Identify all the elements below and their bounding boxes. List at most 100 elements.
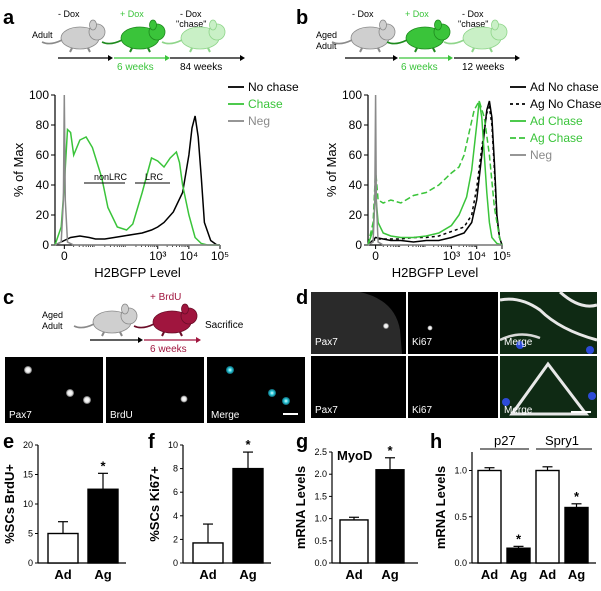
stage3-label: - Dox <box>462 9 484 19</box>
bar-chart-h: 0.0 0.5 1.0 Ad Ag * Ad Ag * mRNA Levels <box>433 452 596 582</box>
x-tick-label: 10⁴ <box>180 249 199 263</box>
y-axis-title: mRNA Levels <box>433 466 448 549</box>
x-category-label: Ad <box>54 567 71 582</box>
series-line-1 <box>54 127 220 246</box>
duration-label-2: 12 weeks <box>462 62 504 73</box>
fiber-membrane <box>558 290 598 308</box>
stage2-label: + Dox <box>405 9 429 19</box>
legend-label: Chase <box>248 97 283 111</box>
bar <box>506 547 531 564</box>
cell-nucleus <box>282 397 290 405</box>
y-tick-label: 10 <box>23 499 33 509</box>
y-tick-label: 0 <box>355 238 362 252</box>
y-axis-title: % of Max <box>11 142 26 197</box>
micrograph-label-merge: Merge <box>211 410 240 421</box>
panel-letter-b: b <box>296 7 308 29</box>
bar <box>564 506 589 564</box>
x-axis-title: H2BGFP Level <box>392 265 479 280</box>
x-tick-label: 10⁵ <box>493 249 511 263</box>
series-line-2 <box>367 100 503 246</box>
cell-nucleus <box>66 389 74 397</box>
y-tick-label: 0 <box>28 558 33 568</box>
y-tick-label: 1.0 <box>454 466 467 476</box>
series-line-3 <box>367 99 503 246</box>
legend-label: Ag Chase <box>530 131 583 145</box>
y-tick-label: 0.0 <box>314 558 327 568</box>
bar-chart-g: 0.0 0.5 1.0 1.5 2.0 2.5 Ad Ag * mRNA Levels <box>293 443 418 582</box>
y-tick-label: 0.0 <box>454 558 467 568</box>
x-axis-title: H2BGFP Level <box>94 265 181 280</box>
cell-nucleus <box>502 398 510 406</box>
timeline-arrowhead-1 <box>393 55 398 61</box>
group-label-aged: Aged <box>316 30 337 40</box>
y-tick-label: 10 <box>168 440 178 450</box>
x-tick-label: 10³ <box>149 249 166 263</box>
y-axis-title: %SCs Ki67+ <box>147 466 162 542</box>
bar <box>232 467 264 564</box>
panel-c: c Aged Adult + BrdU Sacrifice 6 weeks Pa… <box>3 287 305 423</box>
y-tick-label: 0.5 <box>314 536 327 546</box>
timeline-arrowhead-2 <box>448 55 453 61</box>
timeline-arrowhead-2 <box>196 337 201 343</box>
y-tick-label: 0.5 <box>454 512 467 522</box>
gate-label-nonlrc: nonLRC <box>94 172 128 182</box>
cell-nucleus <box>24 366 32 374</box>
micrograph-label-ki67: Ki67 <box>412 405 432 416</box>
x-category-label: Ag <box>510 567 527 582</box>
micrograph-label-brdu: BrdU <box>110 410 133 421</box>
bar-chart-f: 0 2 4 6 8 10 Ad Ag * %SCs Ki67+ <box>147 437 271 582</box>
y-tick-label: 100 <box>342 88 362 102</box>
bar <box>477 469 502 564</box>
group-label-p27: p27 <box>494 433 516 448</box>
y-axis-title: mRNA Levels <box>293 466 308 549</box>
fiber-membrane <box>509 361 590 416</box>
y-tick-label: 2 <box>173 534 178 544</box>
cell-nucleus <box>268 389 276 397</box>
stage1-label: - Dox <box>58 9 80 19</box>
x-category-label: Ad <box>539 567 556 582</box>
bar <box>339 519 369 564</box>
y-tick-label: 0 <box>42 238 49 252</box>
bar <box>47 532 79 564</box>
gene-label-myod: MyoD <box>337 448 372 463</box>
brdu-treatment-label: + BrdU <box>150 292 181 303</box>
group-label-aged: Aged <box>42 310 63 320</box>
cell-nucleus <box>180 395 188 403</box>
panel-letter-g: g <box>296 431 308 453</box>
mouse-icon-gray <box>73 303 138 337</box>
y-tick-label: 40 <box>349 178 363 192</box>
cell-nucleus <box>226 366 234 374</box>
bar <box>87 488 119 564</box>
panel-letter-f: f <box>148 431 155 453</box>
panel-letter-e: e <box>3 431 14 453</box>
y-tick-label: 0 <box>173 558 178 568</box>
bar <box>535 469 560 564</box>
fiber-membrane <box>499 297 598 342</box>
legend-label: Neg <box>248 114 270 128</box>
series-line-1 <box>367 104 503 246</box>
cell-nucleus <box>427 325 433 331</box>
histogram-b: 0 20 40 60 80 100 0 10³ 10⁴ 10⁵ H2BGFP Level % of M… <box>324 80 601 280</box>
micrograph-merge <box>500 292 597 354</box>
panel-letter-h: h <box>430 431 442 453</box>
panel-a: a Adult - Dox + Dox - Dox "chase" 6 week… <box>3 7 299 280</box>
stage3-chase-label: "chase" <box>176 19 206 29</box>
x-tick-label: 10⁵ <box>211 249 229 263</box>
x-tick-label: 10³ <box>443 249 460 263</box>
legend-label: Ad No chase <box>530 80 599 94</box>
significance-marker: * <box>245 437 251 452</box>
panel-b: b Aged Adult - Dox + Dox - Dox "chase" 6… <box>296 7 601 280</box>
y-tick-label: 60 <box>349 148 363 162</box>
x-tick-label: 10⁴ <box>467 249 486 263</box>
micrograph-merge <box>207 357 305 423</box>
micrograph-pax7 <box>311 356 406 418</box>
panel-letter-d: d <box>296 287 308 309</box>
duration-label-2: 84 weeks <box>180 62 222 73</box>
duration-label-1: 6 weeks <box>117 62 154 73</box>
cell-nucleus <box>586 346 594 354</box>
stage2-label: + Dox <box>120 9 144 19</box>
y-tick-label: 40 <box>36 178 50 192</box>
y-tick-label: 2.0 <box>314 469 327 479</box>
bar <box>192 542 224 564</box>
